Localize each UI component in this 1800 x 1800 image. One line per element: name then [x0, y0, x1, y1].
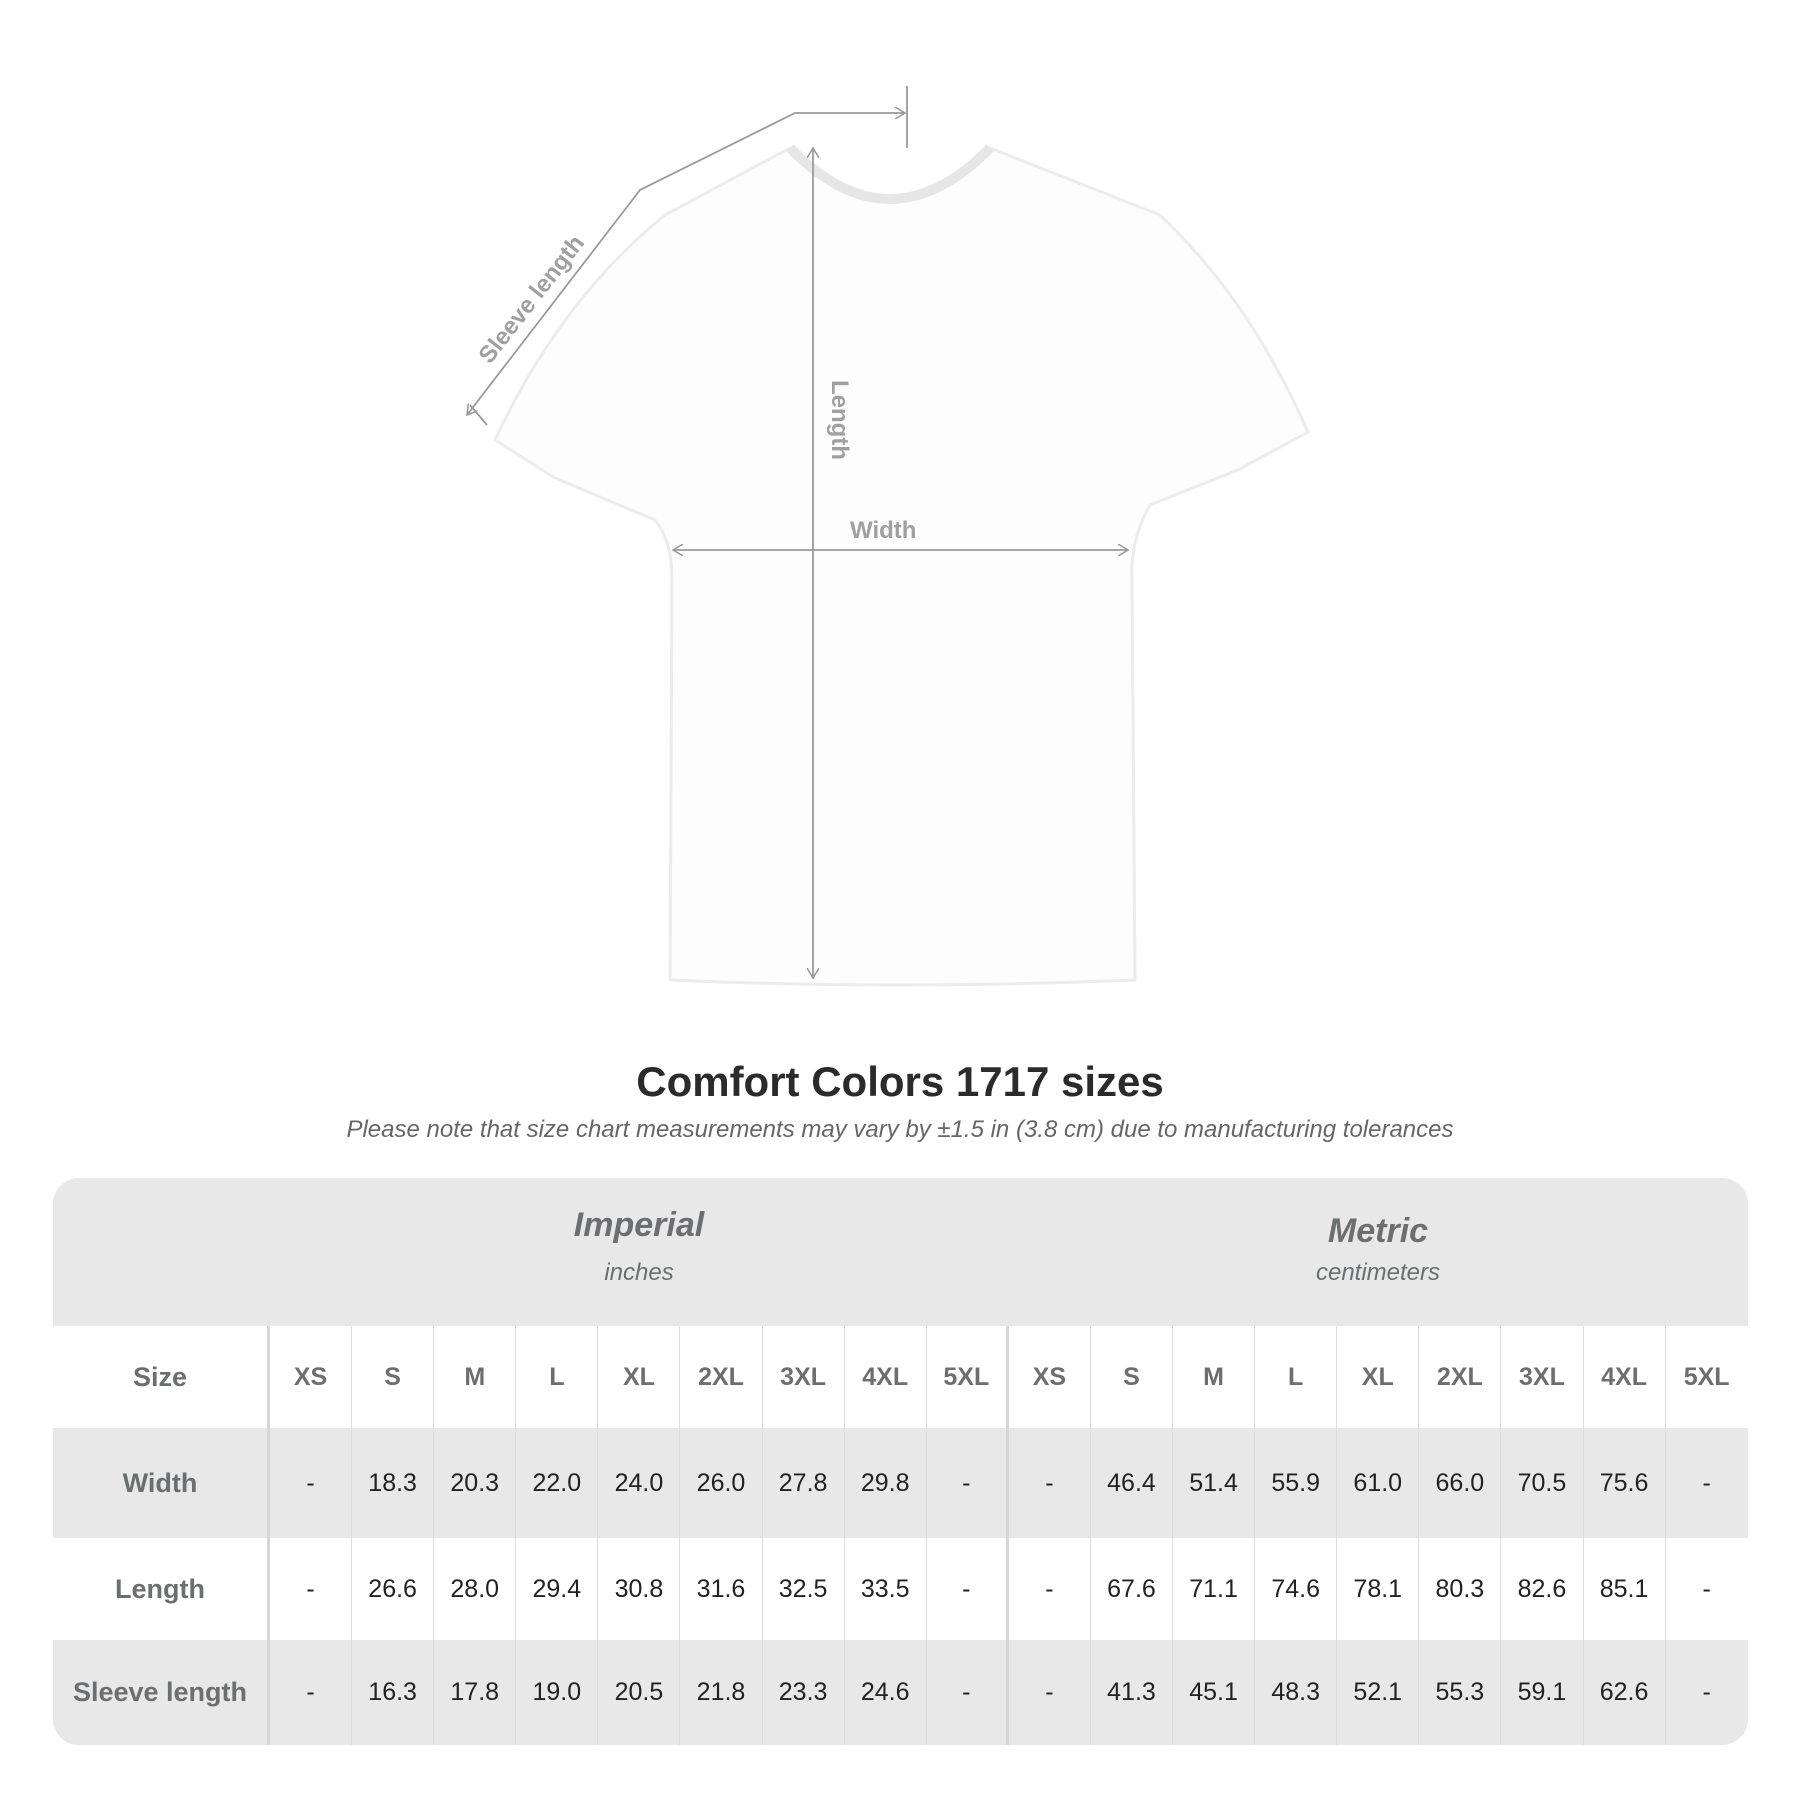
table-row: Width -18.3 20.3 22.0 24.0 26.0 27.8 29.8- -46.4…: [53, 1428, 1748, 1538]
value-cell: -: [927, 1640, 1009, 1745]
value-cell: 32.5: [763, 1538, 845, 1640]
size-header-cell: XS: [270, 1326, 353, 1428]
value-cell: 74.6: [1255, 1538, 1338, 1640]
size-header-cell: M: [434, 1326, 517, 1428]
value-cell: 22.0: [516, 1428, 599, 1538]
value-cell: 24.6: [845, 1640, 927, 1745]
table-row: Length -26.6 28.0 29.4 30.8 31.6 32.5 33.5- -67.…: [53, 1538, 1748, 1640]
size-header-cell: S: [352, 1326, 435, 1428]
size-label: Size: [53, 1326, 270, 1428]
value-cell: -: [1009, 1538, 1091, 1640]
value-cell: 23.3: [763, 1640, 845, 1745]
size-header-cell: M: [1173, 1326, 1256, 1428]
size-header-cell: 5XL: [927, 1326, 1009, 1428]
value-cell: 75.6: [1584, 1428, 1666, 1538]
value-cell: 80.3: [1419, 1538, 1502, 1640]
size-header-cell: 5XL: [1683, 1362, 1730, 1391]
size-header-cell: 2XL: [680, 1326, 763, 1428]
row-label: Sleeve length: [53, 1640, 270, 1745]
chart-title: Comfort Colors 1717 sizes: [636, 1058, 1164, 1105]
value-cell: 45.1: [1173, 1640, 1256, 1745]
value-cell: 62.6: [1584, 1640, 1666, 1745]
value-cell: -: [270, 1428, 353, 1538]
size-header-cell: XL: [1337, 1326, 1420, 1428]
value-cell: 18.3: [352, 1428, 435, 1538]
value-cell: -: [1702, 1678, 1711, 1706]
value-cell: 61.0: [1337, 1428, 1420, 1538]
value-cell: -: [270, 1640, 353, 1745]
tshirt-shape: [493, 146, 1310, 987]
value-cell: -: [927, 1428, 1009, 1538]
value-cell: 82.6: [1501, 1538, 1584, 1640]
value-cell: 30.8: [598, 1538, 681, 1640]
row-label: Length: [53, 1538, 270, 1640]
value-cell: 26.6: [352, 1538, 435, 1640]
value-cell: 21.8: [680, 1640, 763, 1745]
value-cell: 29.4: [516, 1538, 599, 1640]
size-header-row: Size XS S M L XL 2XL 3XL 4XL 5XL XS S M L XL 2XL 3XL 4XL 5…: [53, 1326, 1748, 1428]
value-cell: 46.4: [1091, 1428, 1174, 1538]
size-header-cell: 3XL: [1501, 1326, 1584, 1428]
size-header-cell: 4XL: [1584, 1326, 1666, 1428]
value-cell: 67.6: [1091, 1538, 1174, 1640]
length-label: Length: [826, 380, 853, 460]
value-cell: 51.4: [1173, 1428, 1256, 1538]
sleeve-length-line: [467, 113, 905, 415]
width-label: Width: [850, 517, 916, 544]
size-header-cell: L: [1255, 1326, 1338, 1428]
size-header-cell: S: [1091, 1326, 1174, 1428]
value-cell: -: [927, 1538, 1009, 1640]
value-cell: 20.5: [598, 1640, 681, 1745]
value-cell: 17.8: [434, 1640, 517, 1745]
size-header-cell: 4XL: [845, 1326, 927, 1428]
value-cell: -: [1702, 1574, 1711, 1603]
value-cell: 55.3: [1419, 1640, 1502, 1745]
metric-unit: centimeters: [1315, 1259, 1441, 1286]
value-cell: 66.0: [1419, 1428, 1502, 1538]
value-cell: 70.5: [1501, 1428, 1584, 1538]
size-header-cell: 3XL: [763, 1326, 845, 1428]
value-cell: 31.6: [680, 1538, 763, 1640]
table-row: Sleeve length -16.3 17.8 19.0 20.5 21.8 23.3 24…: [53, 1640, 1748, 1745]
value-cell: -: [1009, 1428, 1091, 1538]
size-header-cell: XS: [1009, 1326, 1091, 1428]
row-label: Width: [53, 1428, 270, 1538]
value-cell: 52.1: [1337, 1640, 1420, 1745]
value-cell: 33.5: [845, 1538, 927, 1640]
value-cell: 55.9: [1255, 1428, 1338, 1538]
size-header-cell: L: [516, 1326, 599, 1428]
imperial-unit: inches: [604, 1259, 674, 1286]
imperial-header: Imperial inches: [270, 1206, 1008, 1287]
value-cell: 71.1: [1173, 1538, 1256, 1640]
imperial-title: Imperial: [573, 1206, 705, 1244]
value-cell: 19.0: [516, 1640, 599, 1745]
value-cell: 41.3: [1091, 1640, 1174, 1745]
size-header-cell: XL: [598, 1326, 681, 1428]
value-cell: 85.1: [1584, 1538, 1666, 1640]
metric-title: Metric: [1327, 1212, 1429, 1250]
value-cell: 26.0: [680, 1428, 763, 1538]
value-cell: -: [1009, 1640, 1091, 1745]
value-cell: 78.1: [1337, 1538, 1420, 1640]
value-cell: 20.3: [434, 1428, 517, 1538]
value-cell: 27.8: [763, 1428, 845, 1538]
metric-header: Metric centimeters: [1008, 1212, 1748, 1287]
value-cell: -: [270, 1538, 353, 1640]
tshirt-diagram: Sleeve length Length Width: [0, 86, 1310, 987]
value-cell: 28.0: [434, 1538, 517, 1640]
tolerance-note: Please note that size chart measurements…: [346, 1116, 1454, 1143]
value-cell: 48.3: [1255, 1640, 1338, 1745]
size-table: Imperial inches Metric centimeters Size X…: [53, 1178, 1748, 1745]
size-header-cell: 2XL: [1419, 1326, 1502, 1428]
value-cell: 16.3: [352, 1640, 435, 1745]
value-cell: 29.8: [845, 1428, 927, 1538]
value-cell: -: [1702, 1468, 1711, 1497]
unit-header-band: Imperial inches Metric centimeters: [53, 1178, 1748, 1326]
value-cell: 59.1: [1501, 1640, 1584, 1745]
value-cell: 24.0: [598, 1428, 681, 1538]
